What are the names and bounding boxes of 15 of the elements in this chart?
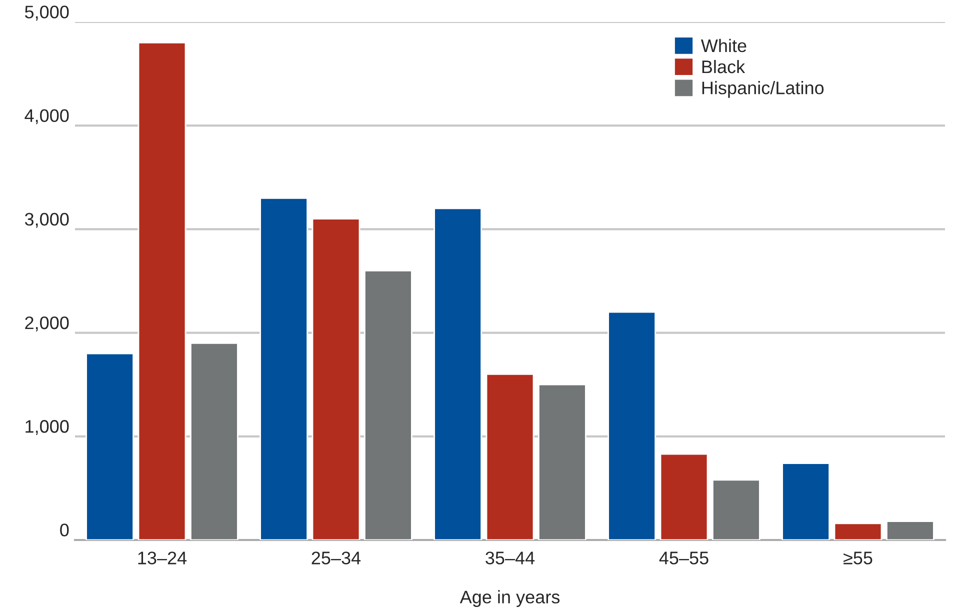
y-tick-label: 4,000 <box>24 109 69 124</box>
legend-label: White <box>700 38 746 52</box>
x-tick-label: 45–55 <box>659 552 708 564</box>
y-tick-label: 0 <box>60 524 69 536</box>
x-tick-label: ≥55 <box>844 552 872 564</box>
legend-label: Hispanic/Latino <box>702 81 824 98</box>
y-tick-label: 3,000 <box>24 212 69 228</box>
y-tick-label: 5,000 <box>24 6 69 21</box>
y-tick-label: 1,000 <box>26 420 69 435</box>
x-tick-label: 35–44 <box>486 552 535 564</box>
legend-label: Black <box>702 60 746 74</box>
x-tick-label: 25–34 <box>312 552 361 564</box>
x-axis-title: Age in years <box>460 590 560 607</box>
y-tick-label: 2,000 <box>25 316 69 332</box>
x-tick-label: 13–24 <box>138 552 187 564</box>
